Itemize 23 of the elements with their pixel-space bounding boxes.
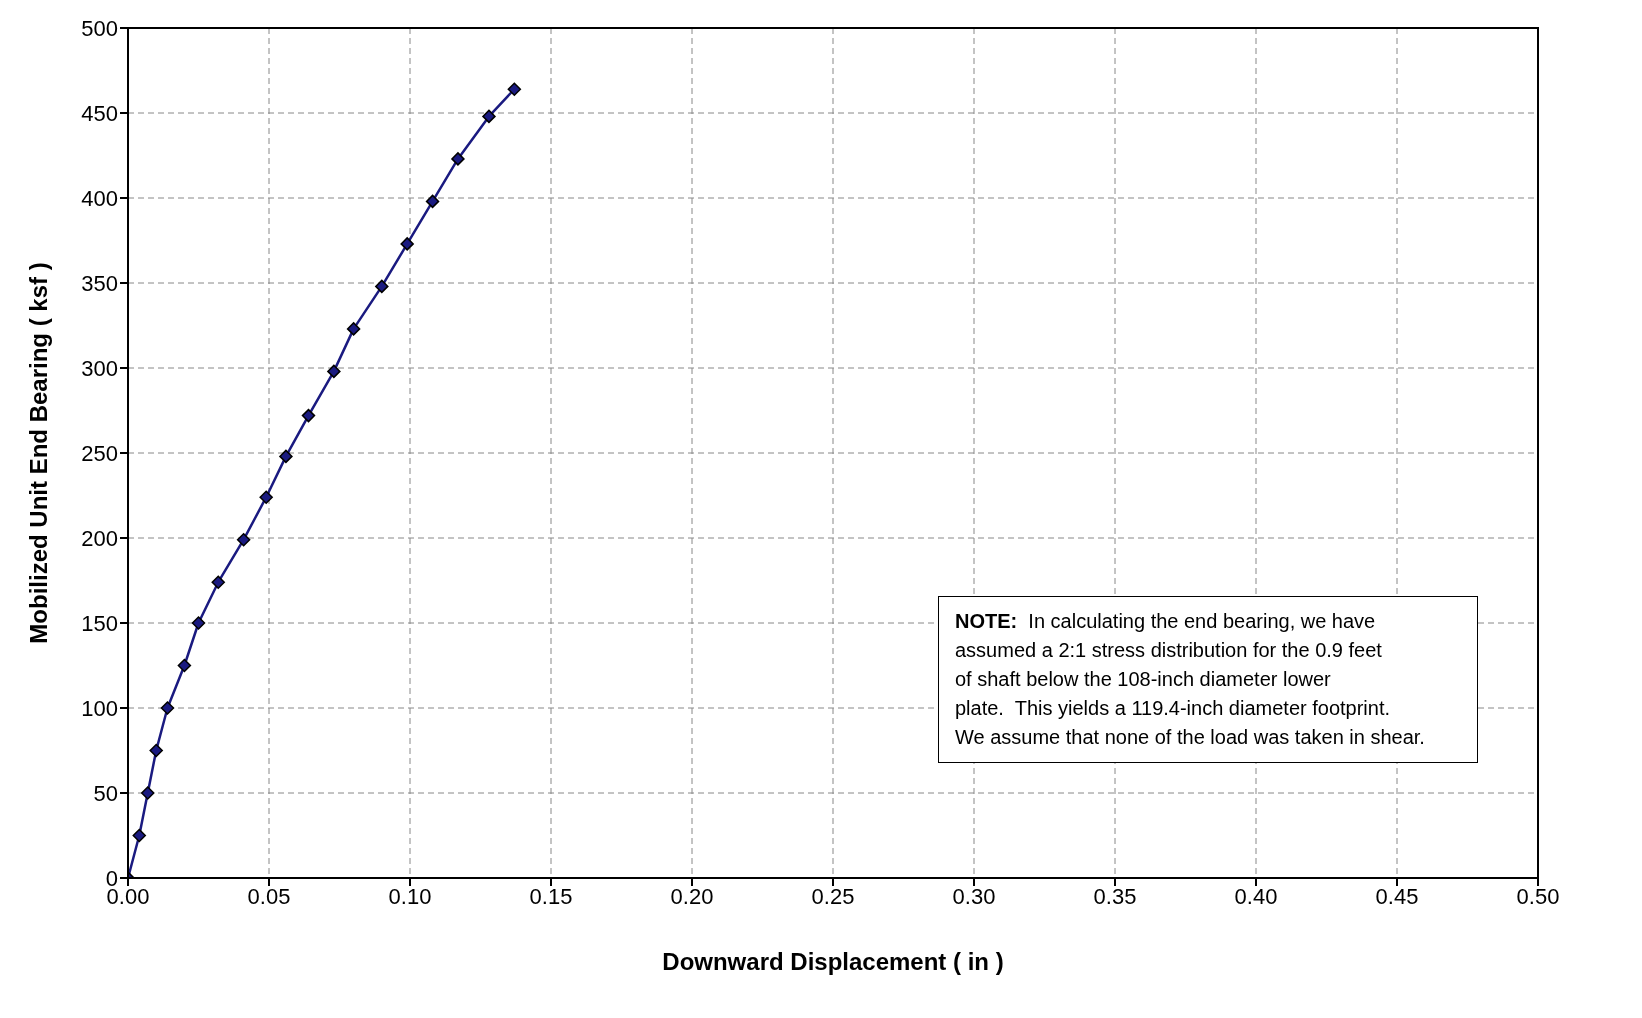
x-tick-label: 0.20 bbox=[670, 883, 714, 909]
y-tick-label: 50 bbox=[93, 780, 118, 806]
x-tick-label: 0.30 bbox=[952, 883, 996, 909]
y-tick-label: 450 bbox=[81, 100, 118, 126]
y-axis-title: Mobilized Unit End Bearing ( ksf ) bbox=[24, 262, 52, 644]
x-axis-title: Downward Displacement ( in ) bbox=[662, 948, 1004, 976]
y-tick-label: 400 bbox=[81, 185, 118, 211]
y-tick-label: 150 bbox=[81, 610, 118, 636]
y-tick-label: 200 bbox=[81, 525, 118, 551]
x-tick-label: 0.40 bbox=[1234, 883, 1278, 909]
x-tick-label: 0.15 bbox=[529, 883, 573, 909]
y-tick-label: 350 bbox=[81, 270, 118, 296]
x-tick-label: 0.10 bbox=[388, 883, 432, 909]
y-tick-label: 250 bbox=[81, 440, 118, 466]
x-tick-label: 0.25 bbox=[811, 883, 855, 909]
x-tick-label: 0.45 bbox=[1375, 883, 1419, 909]
x-tick-label: 0.50 bbox=[1516, 883, 1560, 909]
y-tick-label: 300 bbox=[81, 355, 118, 381]
note-box: NOTE: In calculating the end bearing, we have assumed a 2:1 stress distribution for the 0.9 feet of shaft below the 108-inch diameter lower plate. This yields a 119.4-inch diameter footprint. We assume that none of the load was taken in shear. bbox=[938, 596, 1478, 763]
y-tick-label: 100 bbox=[81, 695, 118, 721]
y-tick-label: 500 bbox=[81, 15, 118, 41]
x-tick-label: 0.35 bbox=[1093, 883, 1137, 909]
x-tick-label: 0.05 bbox=[247, 883, 291, 909]
